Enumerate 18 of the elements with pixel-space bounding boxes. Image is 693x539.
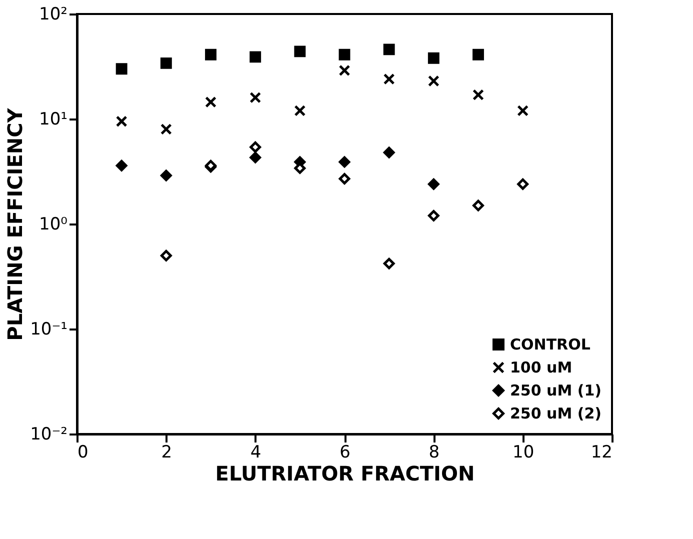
legend-label: CONTROL — [510, 336, 591, 354]
x-tick-label: 10 — [512, 442, 534, 462]
x-tick-label: 4 — [250, 442, 262, 462]
x-tick-label: 2 — [161, 442, 172, 462]
x-axis-title: ELUTRIATOR FRACTION — [215, 462, 475, 486]
x-tick-label: 12 — [590, 442, 612, 462]
x-tick-label: 0 — [78, 442, 88, 462]
legend-label: 250 uM (1) — [510, 382, 602, 400]
y-tick-label: 10² — [39, 4, 68, 24]
legend-label: 100 uM — [510, 358, 572, 376]
y-tick-label: 10⁻¹ — [30, 320, 68, 340]
y-tick-label: 10¹ — [39, 110, 68, 130]
y-tick-label: 10⁻² — [30, 424, 68, 444]
y-tick-label: 10⁰ — [39, 214, 68, 234]
x-tick-label: 8 — [428, 442, 440, 462]
y-axis-title: PLATING EFFICIENCY — [3, 108, 28, 341]
legend-label: 250 uM (2) — [510, 404, 602, 422]
x-tick-label: 6 — [340, 442, 350, 462]
